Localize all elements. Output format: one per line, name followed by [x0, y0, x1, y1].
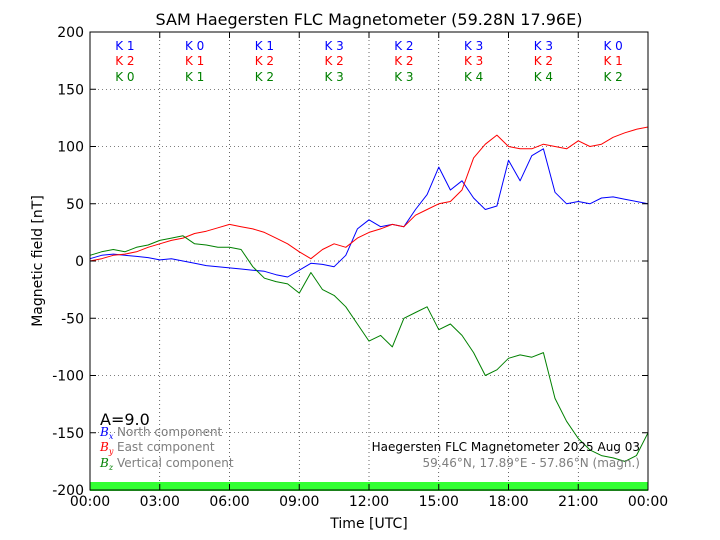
legend-north-label: North component: [117, 425, 223, 439]
a-index: A=9.0: [100, 410, 150, 429]
axis-ticks: -200 -150 -100 -50 0 50 100 150 200 00:00 03:00 06:…: [52, 25, 668, 510]
x-tick-label: 03:00: [140, 494, 180, 510]
k-index-east: K 2: [324, 54, 343, 68]
legend: Bx North component By East component Bz …: [99, 425, 234, 472]
legend-north: Bx North component: [99, 425, 223, 441]
series-north-line: [89, 148, 649, 278]
k-index-north: K 0: [603, 39, 622, 53]
k-index-north: K 0: [185, 39, 204, 53]
y-tick-label: 100: [57, 140, 84, 156]
y-tick-label: 150: [57, 82, 84, 98]
legend-vertical-symbol: Bz: [99, 456, 114, 472]
k-index-north: K 3: [464, 39, 483, 53]
k-index-east: K 1: [185, 54, 204, 68]
x-tick-label: 09:00: [279, 494, 319, 510]
y-tick-label: 0: [75, 254, 84, 270]
k-index-vertical: K 4: [534, 70, 553, 84]
y-tick-label: 50: [66, 197, 84, 213]
k-index-vertical: K 4: [464, 70, 483, 84]
series-east-line: [89, 126, 649, 262]
k-index-north: K 3: [534, 39, 553, 53]
k-index-north: K 1: [255, 39, 274, 53]
k-index-north: K 2: [394, 39, 413, 53]
legend-east-symbol: By: [99, 440, 114, 456]
k-index-east: K 2: [255, 54, 274, 68]
k-index-east: K 3: [464, 54, 483, 68]
legend-east-label: East component: [117, 440, 215, 454]
x-tick-label: 12:00: [349, 494, 389, 510]
x-tick-label: 00:00: [628, 494, 668, 510]
k-index-east: K 2: [394, 54, 413, 68]
station-info: Haegersten FLC Magnetometer 2025 Aug 03: [372, 440, 640, 454]
y-tick-label: 200: [57, 25, 84, 41]
k-index-vertical: K 2: [255, 70, 274, 84]
y-tick-label: -100: [52, 369, 84, 385]
series-vertical-line: [89, 235, 649, 462]
k-index-vertical: K 2: [603, 70, 622, 84]
series-layer: [89, 126, 649, 462]
k-index-east: K 1: [603, 54, 622, 68]
k-index-north: K 1: [115, 39, 134, 53]
x-tick-label: 00:00: [70, 494, 110, 510]
k-index-vertical: K 1: [185, 70, 204, 84]
x-axis-label: Time [UTC]: [329, 516, 407, 532]
y-tick-label: -150: [52, 426, 84, 442]
y-tick-label: -50: [61, 311, 84, 327]
x-tick-label: 15:00: [419, 494, 459, 510]
x-tick-label: 21:00: [558, 494, 598, 510]
station-coords: 59.46°N, 17.89°E - 57.86°N (magn.): [423, 456, 640, 470]
k-index-vertical: K 3: [324, 70, 343, 84]
chart-title: SAM Haegersten FLC Magnetometer (59.28N …: [156, 10, 583, 29]
k-index-east: K 2: [115, 54, 134, 68]
k-index-vertical: K 3: [394, 70, 413, 84]
k-index-vertical: K 0: [115, 70, 134, 84]
y-tick-label: -200: [52, 483, 84, 499]
k-index-north: K 3: [324, 39, 343, 53]
legend-north-symbol: Bx: [99, 425, 114, 441]
grid: [90, 32, 648, 490]
k-index-east: K 2: [534, 54, 553, 68]
legend-vertical: Bz Vertical component: [99, 456, 234, 472]
legend-east: By East component: [99, 440, 215, 456]
legend-vertical-label: Vertical component: [117, 456, 234, 470]
y-axis-label: Magnetic field [nT]: [30, 195, 46, 327]
x-tick-label: 18:00: [488, 494, 528, 510]
x-tick-label: 06:00: [209, 494, 249, 510]
